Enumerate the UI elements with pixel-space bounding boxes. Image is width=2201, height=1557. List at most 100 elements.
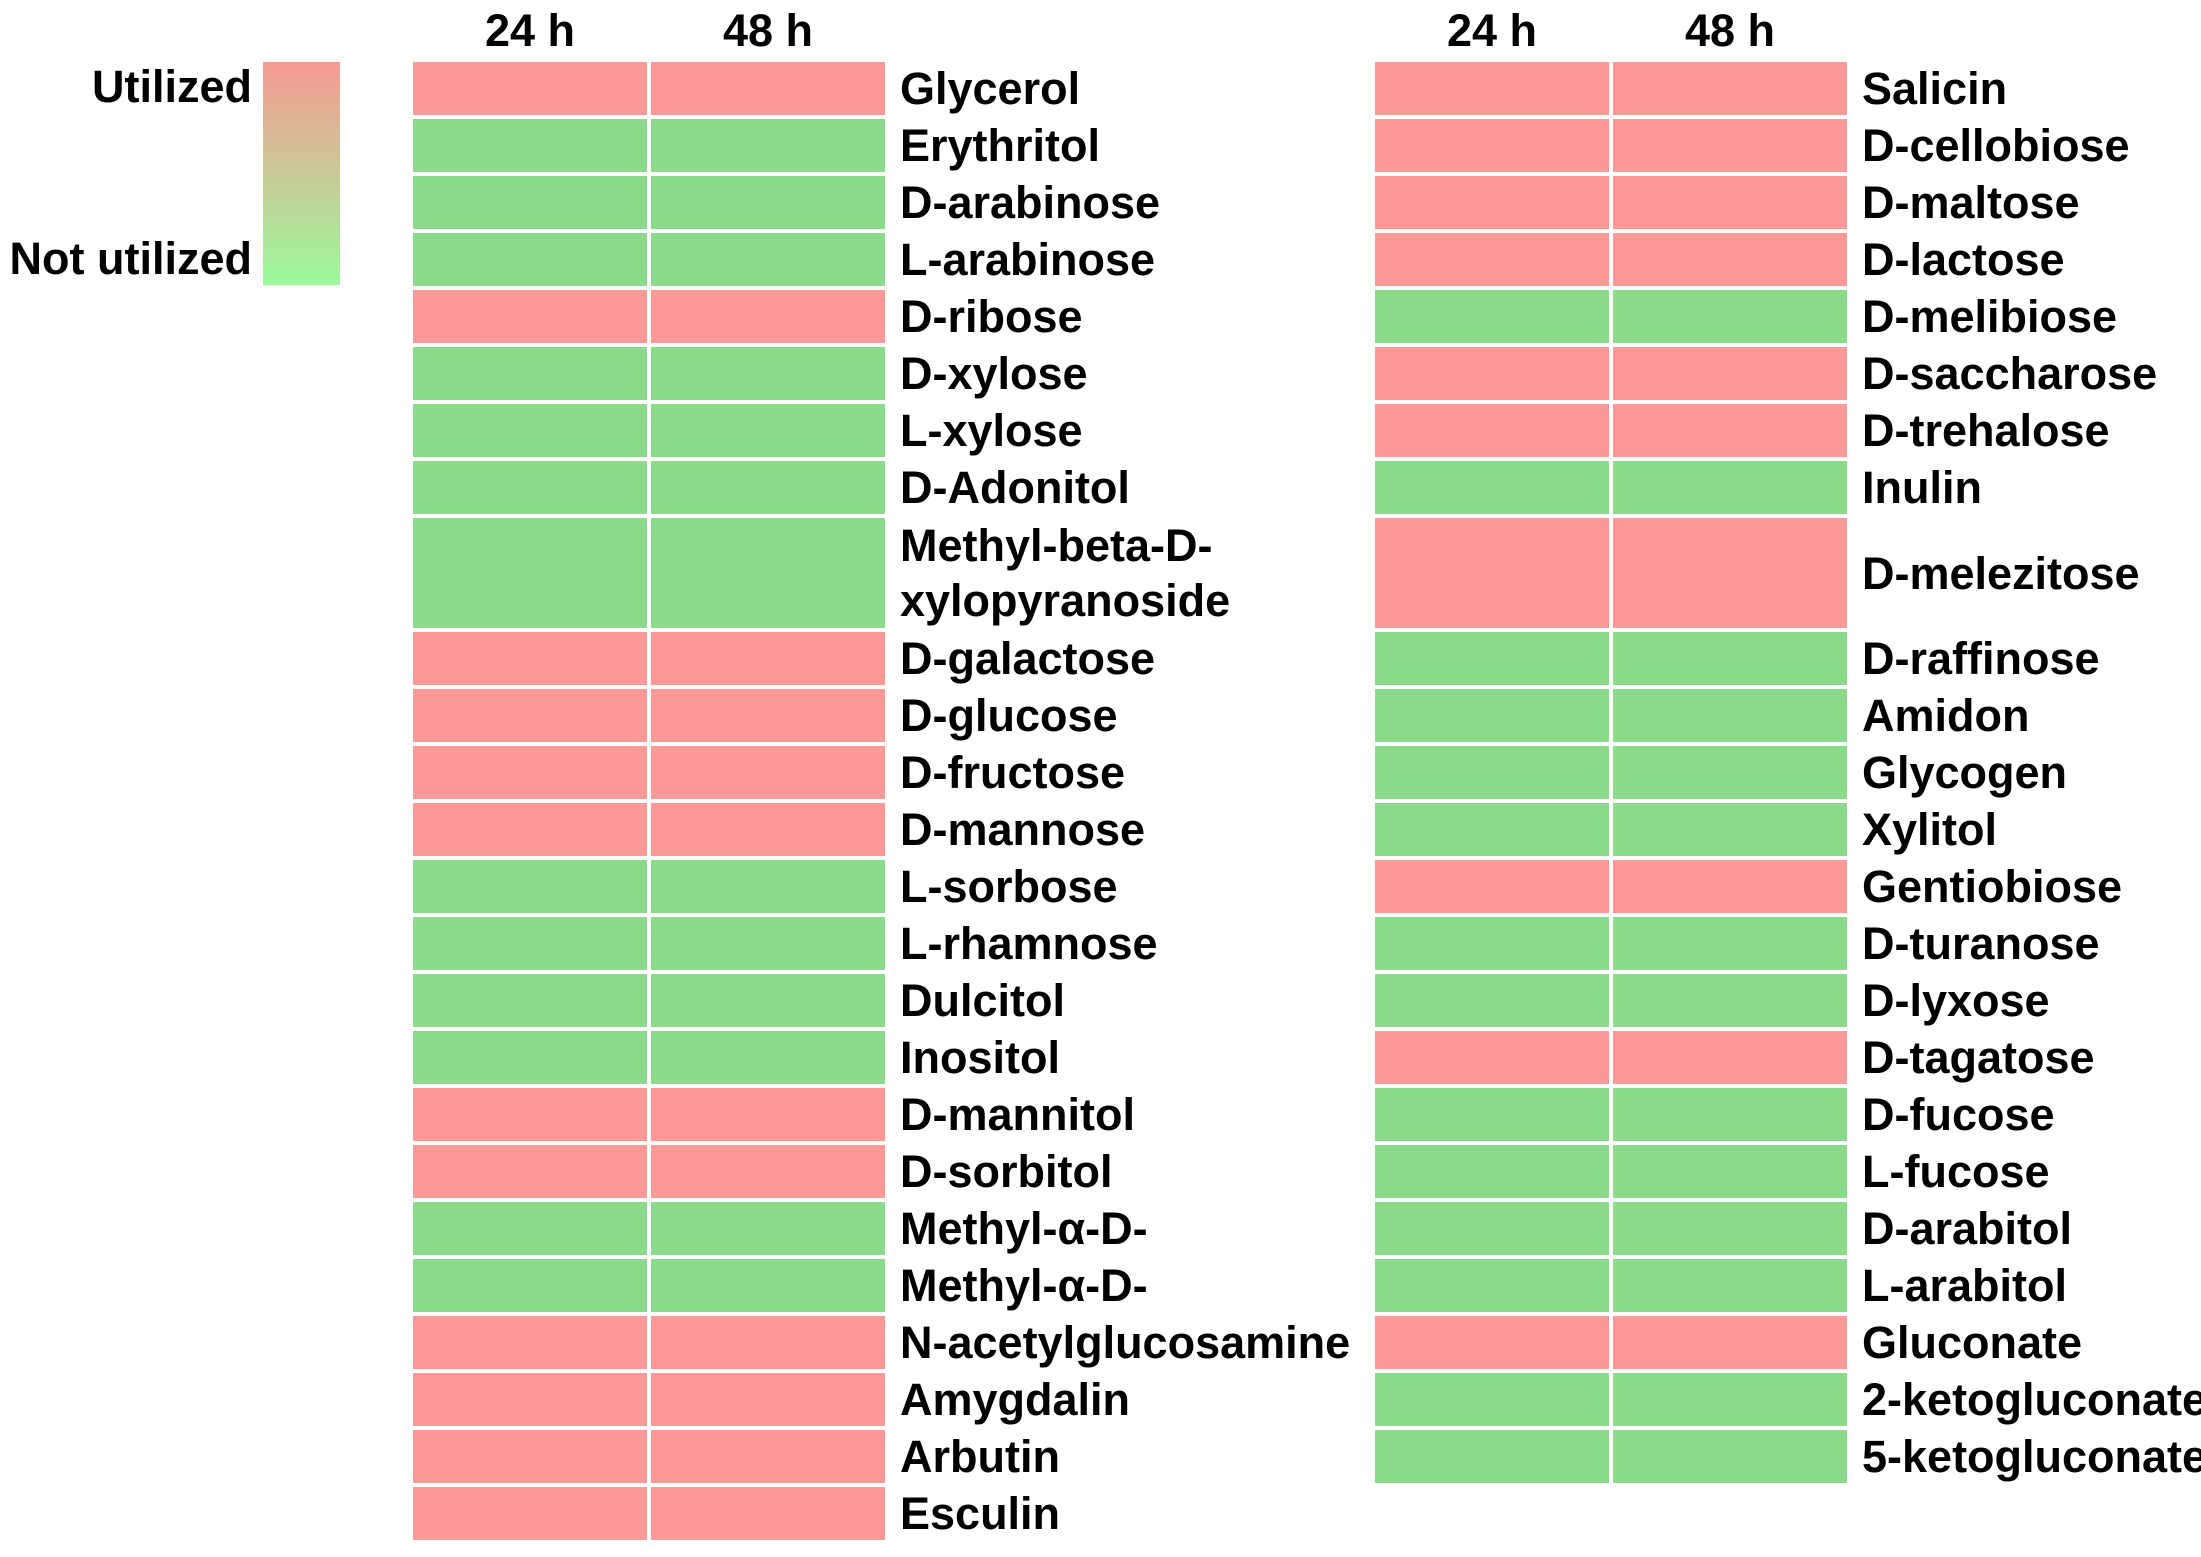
heatmap-row: 5-ketogluconate	[1375, 1430, 2201, 1483]
cell-utilized	[1375, 404, 1609, 457]
cell-utilized	[1613, 404, 1847, 457]
column-headers-right: 24 h 48 h	[1375, 0, 2201, 62]
cell-utilized	[413, 746, 647, 799]
row-label: Glycerol	[900, 63, 1081, 114]
row-label: D-trehalose	[1862, 405, 2110, 456]
cell-utilized	[651, 689, 885, 742]
row-label: Dulcitol	[900, 975, 1065, 1026]
row-label: D-lyxose	[1862, 975, 2050, 1026]
heatmap-row: D-fucose	[1375, 1088, 2201, 1141]
cell-not-utilized	[1375, 974, 1609, 1027]
cell-not-utilized	[1375, 1088, 1609, 1141]
heatmap-row: Dulcitol	[413, 974, 1350, 1027]
heatmap-row: D-arabinose	[413, 176, 1350, 229]
cell-not-utilized	[1613, 803, 1847, 856]
heatmap-row: D-arabitol	[1375, 1202, 2201, 1255]
cell-not-utilized	[1613, 917, 1847, 970]
row-label: D-mannose	[900, 804, 1146, 855]
row-label: Esculin	[900, 1488, 1061, 1539]
cell-not-utilized	[1613, 461, 1847, 514]
row-label: Amidon	[1862, 690, 2030, 741]
row-label: L-arabinose	[900, 234, 1156, 285]
row-label: N-acetylglucosamine	[900, 1317, 1351, 1368]
heatmap-row: D-mannose	[413, 803, 1350, 856]
heatmap-row: Arbutin	[413, 1430, 1350, 1483]
cell-utilized	[1613, 233, 1847, 286]
row-label: D-mannitol	[900, 1089, 1135, 1140]
row-label: D-galactose	[900, 633, 1156, 684]
heatmap-row: D-melezitose	[1375, 518, 2201, 628]
row-label: D-xylose	[900, 348, 1088, 399]
cell-not-utilized	[1613, 1259, 1847, 1312]
row-label: D-glucose	[900, 690, 1118, 741]
row-label: L-fucose	[1862, 1146, 2050, 1197]
cell-not-utilized	[651, 860, 885, 913]
heatmap-panel-right: 24 h 48 h Salicin D-cellobiose D-maltose D-l…	[1375, 0, 2201, 1483]
cell-utilized	[1375, 62, 1609, 115]
cell-utilized	[1375, 347, 1609, 400]
heatmap-row: D-lactose	[1375, 233, 2201, 286]
cell-utilized	[651, 1373, 885, 1426]
heatmap-row: Methyl-α-D-	[413, 1202, 1350, 1255]
heatmap-row: D-turanose	[1375, 917, 2201, 970]
heatmap-row: L-sorbose	[413, 860, 1350, 913]
cell-utilized	[651, 1430, 885, 1483]
cell-not-utilized	[1613, 290, 1847, 343]
cell-not-utilized	[413, 917, 647, 970]
heatmap-row: D-mannitol	[413, 1088, 1350, 1141]
heatmap-row: L-arabitol	[1375, 1259, 2201, 1312]
cell-utilized	[651, 1088, 885, 1141]
cell-not-utilized	[651, 518, 885, 628]
cell-not-utilized	[651, 233, 885, 286]
heatmap-row: D-sorbitol	[413, 1145, 1350, 1198]
heatmap-row: D-trehalose	[1375, 404, 2201, 457]
legend-utilized-label: Utilized	[91, 61, 252, 112]
cell-not-utilized	[651, 1259, 885, 1312]
cell-utilized	[413, 290, 647, 343]
heatmap-row: D-tagatose	[1375, 1031, 2201, 1084]
cell-not-utilized	[413, 233, 647, 286]
row-label: L-rhamnose	[900, 918, 1158, 969]
cell-not-utilized	[651, 461, 885, 514]
heatmap-panel-left: 24 h 48 h Glycerol Erythritol D-arabinose L-…	[413, 0, 1350, 1540]
heatmap-row: Salicin	[1375, 62, 2201, 115]
cell-utilized	[651, 1487, 885, 1540]
cell-not-utilized	[413, 1031, 647, 1084]
cell-not-utilized	[1375, 290, 1609, 343]
row-label: D-melezitose	[1862, 547, 2140, 599]
cell-not-utilized	[1613, 1430, 1847, 1483]
cell-utilized	[413, 1373, 647, 1426]
cell-utilized	[651, 803, 885, 856]
heatmap-row: Methyl-α-D-	[413, 1259, 1350, 1312]
cell-utilized	[1613, 119, 1847, 172]
cell-not-utilized	[1613, 632, 1847, 685]
row-label: Arbutin	[900, 1431, 1060, 1482]
heatmap-row: D-ribose	[413, 290, 1350, 343]
cell-not-utilized	[413, 518, 647, 628]
cell-not-utilized	[651, 1202, 885, 1255]
cell-not-utilized	[1613, 974, 1847, 1027]
row-label: D-saccharose	[1862, 348, 2158, 399]
cell-not-utilized	[413, 1259, 647, 1312]
row-label: D-sorbitol	[900, 1146, 1113, 1197]
heatmap-row: Gentiobiose	[1375, 860, 2201, 913]
row-label: Xylitol	[1862, 804, 1998, 855]
cell-utilized	[1375, 860, 1609, 913]
heatmap-row: D-saccharose	[1375, 347, 2201, 400]
heatmap-row: L-fucose	[1375, 1145, 2201, 1198]
cell-not-utilized	[1375, 1202, 1609, 1255]
row-label: D-lactose	[1862, 234, 2065, 285]
cell-utilized	[1375, 1031, 1609, 1084]
row-label: Gentiobiose	[1862, 861, 2123, 912]
cell-not-utilized	[1375, 1259, 1609, 1312]
cell-not-utilized	[1375, 917, 1609, 970]
cell-not-utilized	[651, 404, 885, 457]
legend-gradient-bar	[263, 62, 340, 285]
heatmap-row: Methyl-beta-D-xylopyranoside	[413, 518, 1350, 628]
cell-not-utilized	[1375, 1373, 1609, 1426]
heatmap-row: Inositol	[413, 1031, 1350, 1084]
cell-utilized	[413, 803, 647, 856]
row-label: D-melibiose	[1862, 291, 2118, 342]
cell-not-utilized	[651, 119, 885, 172]
cell-utilized	[1613, 1316, 1847, 1369]
